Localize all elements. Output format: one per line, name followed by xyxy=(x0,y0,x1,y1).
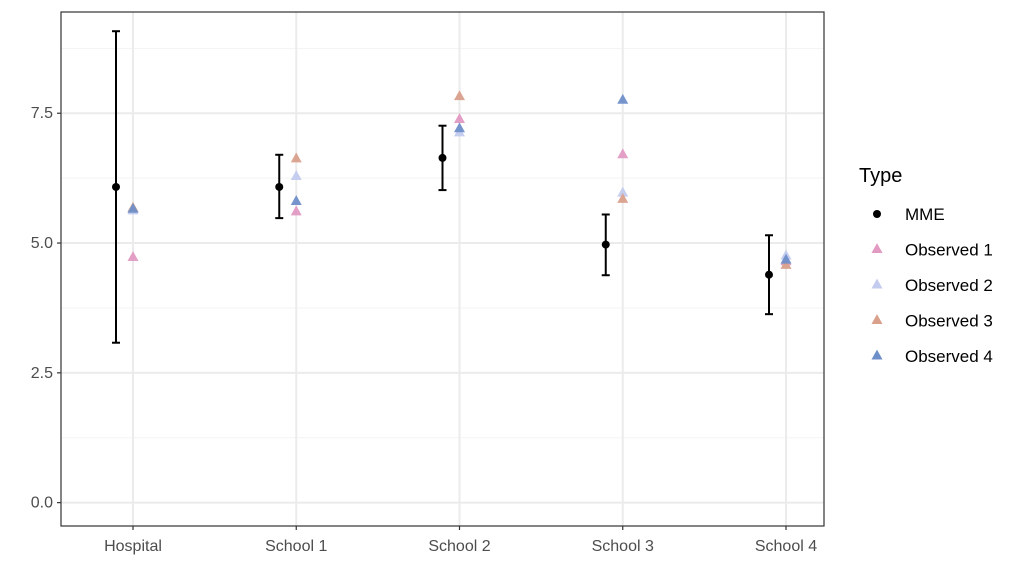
y-tick-label: 7.5 xyxy=(31,105,53,122)
observed-4-point xyxy=(290,195,302,205)
observed-2-point xyxy=(617,186,629,197)
mme-point xyxy=(275,182,284,191)
legend-label: Observed 4 xyxy=(905,347,993,366)
mme-point xyxy=(438,153,447,162)
x-tick-label: School 1 xyxy=(265,538,327,555)
legend: Type MME Observed 1 Observed 2 Observed 3 Ob… xyxy=(859,165,993,366)
observed-1-point xyxy=(290,205,302,216)
legend-label: Observed 1 xyxy=(905,241,993,260)
legend-title: Type xyxy=(859,165,902,187)
observed-1-point xyxy=(127,251,139,262)
x-tick-label: School 3 xyxy=(592,538,654,555)
x-tick-label: School 2 xyxy=(428,538,490,555)
grid xyxy=(61,12,824,526)
y-tick-label: 5.0 xyxy=(31,235,53,252)
observed-3-point xyxy=(290,152,302,163)
legend-key-observed-4 xyxy=(871,349,883,360)
axes: 0.0 2.5 5.0 7.5 Hospital School 1 School 2 Scho… xyxy=(31,105,817,555)
legend-key-observed-2 xyxy=(871,278,883,289)
observed-3-point xyxy=(454,90,465,101)
legend-key-observed-1 xyxy=(871,243,883,253)
observed-4-point xyxy=(127,202,139,213)
mme-point xyxy=(601,240,610,249)
observed-4-point xyxy=(617,93,629,104)
x-tick-label: School 4 xyxy=(755,538,817,555)
observed-2-point xyxy=(290,170,302,181)
legend-label: Observed 2 xyxy=(905,276,993,295)
y-tick-label: 2.5 xyxy=(31,365,53,382)
data-marks xyxy=(112,30,792,344)
legend-label: MME xyxy=(905,205,945,224)
mme-point xyxy=(765,270,773,279)
legend-key-observed-3 xyxy=(871,314,883,324)
observed-4-point xyxy=(454,122,465,133)
plot-panel-border xyxy=(60,11,825,527)
legend-key-mme xyxy=(873,210,881,218)
observed-1-point xyxy=(454,113,465,123)
observed-4-point xyxy=(780,253,792,264)
observed-3-point xyxy=(617,192,629,203)
observed-3-point xyxy=(780,258,792,269)
mme-point xyxy=(112,182,120,191)
x-tick-label: Hospital xyxy=(104,538,162,555)
y-tick-label: 0.0 xyxy=(31,495,53,512)
observed-1-point xyxy=(617,148,629,159)
legend-label: Observed 3 xyxy=(905,312,993,331)
